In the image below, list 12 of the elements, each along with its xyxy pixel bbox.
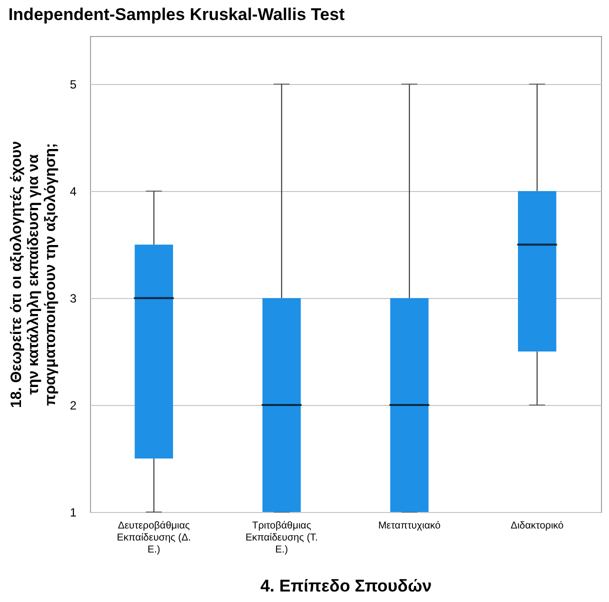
x-axis-title: 4. Επίπεδο Σπουδών <box>260 576 432 596</box>
y-tick-label: 3 <box>70 292 77 306</box>
chart-title: Independent-Samples Kruskal-Wallis Test <box>8 5 345 24</box>
x-tick-label: Διδακτορικό <box>510 520 564 532</box>
y-axis-title: 18. Θεωρείτε ότι οι αξιολογητές έχουν την κατάλληλη εκπαίδευση για να πραγματοποιήσουν την αξιολόγηση; <box>8 141 59 408</box>
x-tick-label: Τριτοβάθμιας Εκπαίδευσης (Τ. Ε.) <box>245 520 318 556</box>
y-tick-label: 1 <box>70 506 77 520</box>
x-tick-label: Δευτεροβάθμιας Εκπαίδευσης (Δ. Ε.) <box>116 520 191 556</box>
y-tick-label: 5 <box>70 78 77 92</box>
y-tick-label: 4 <box>70 184 77 199</box>
x-tick-label: Μεταπτυχιακό <box>378 520 442 532</box>
y-tick-label: 2 <box>70 398 77 413</box>
